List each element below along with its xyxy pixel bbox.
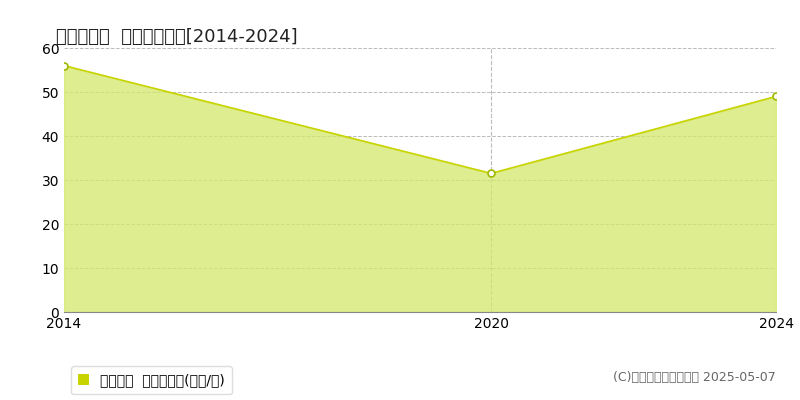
Legend: 住宅価格  平均坊単価(万円/坊): 住宅価格 平均坊単価(万円/坊)	[71, 366, 232, 394]
Text: (C)土地価格ドットコム 2025-05-07: (C)土地価格ドットコム 2025-05-07	[614, 371, 776, 384]
Text: 三島市南町  住宅価格推移[2014-2024]: 三島市南町 住宅価格推移[2014-2024]	[56, 28, 298, 46]
